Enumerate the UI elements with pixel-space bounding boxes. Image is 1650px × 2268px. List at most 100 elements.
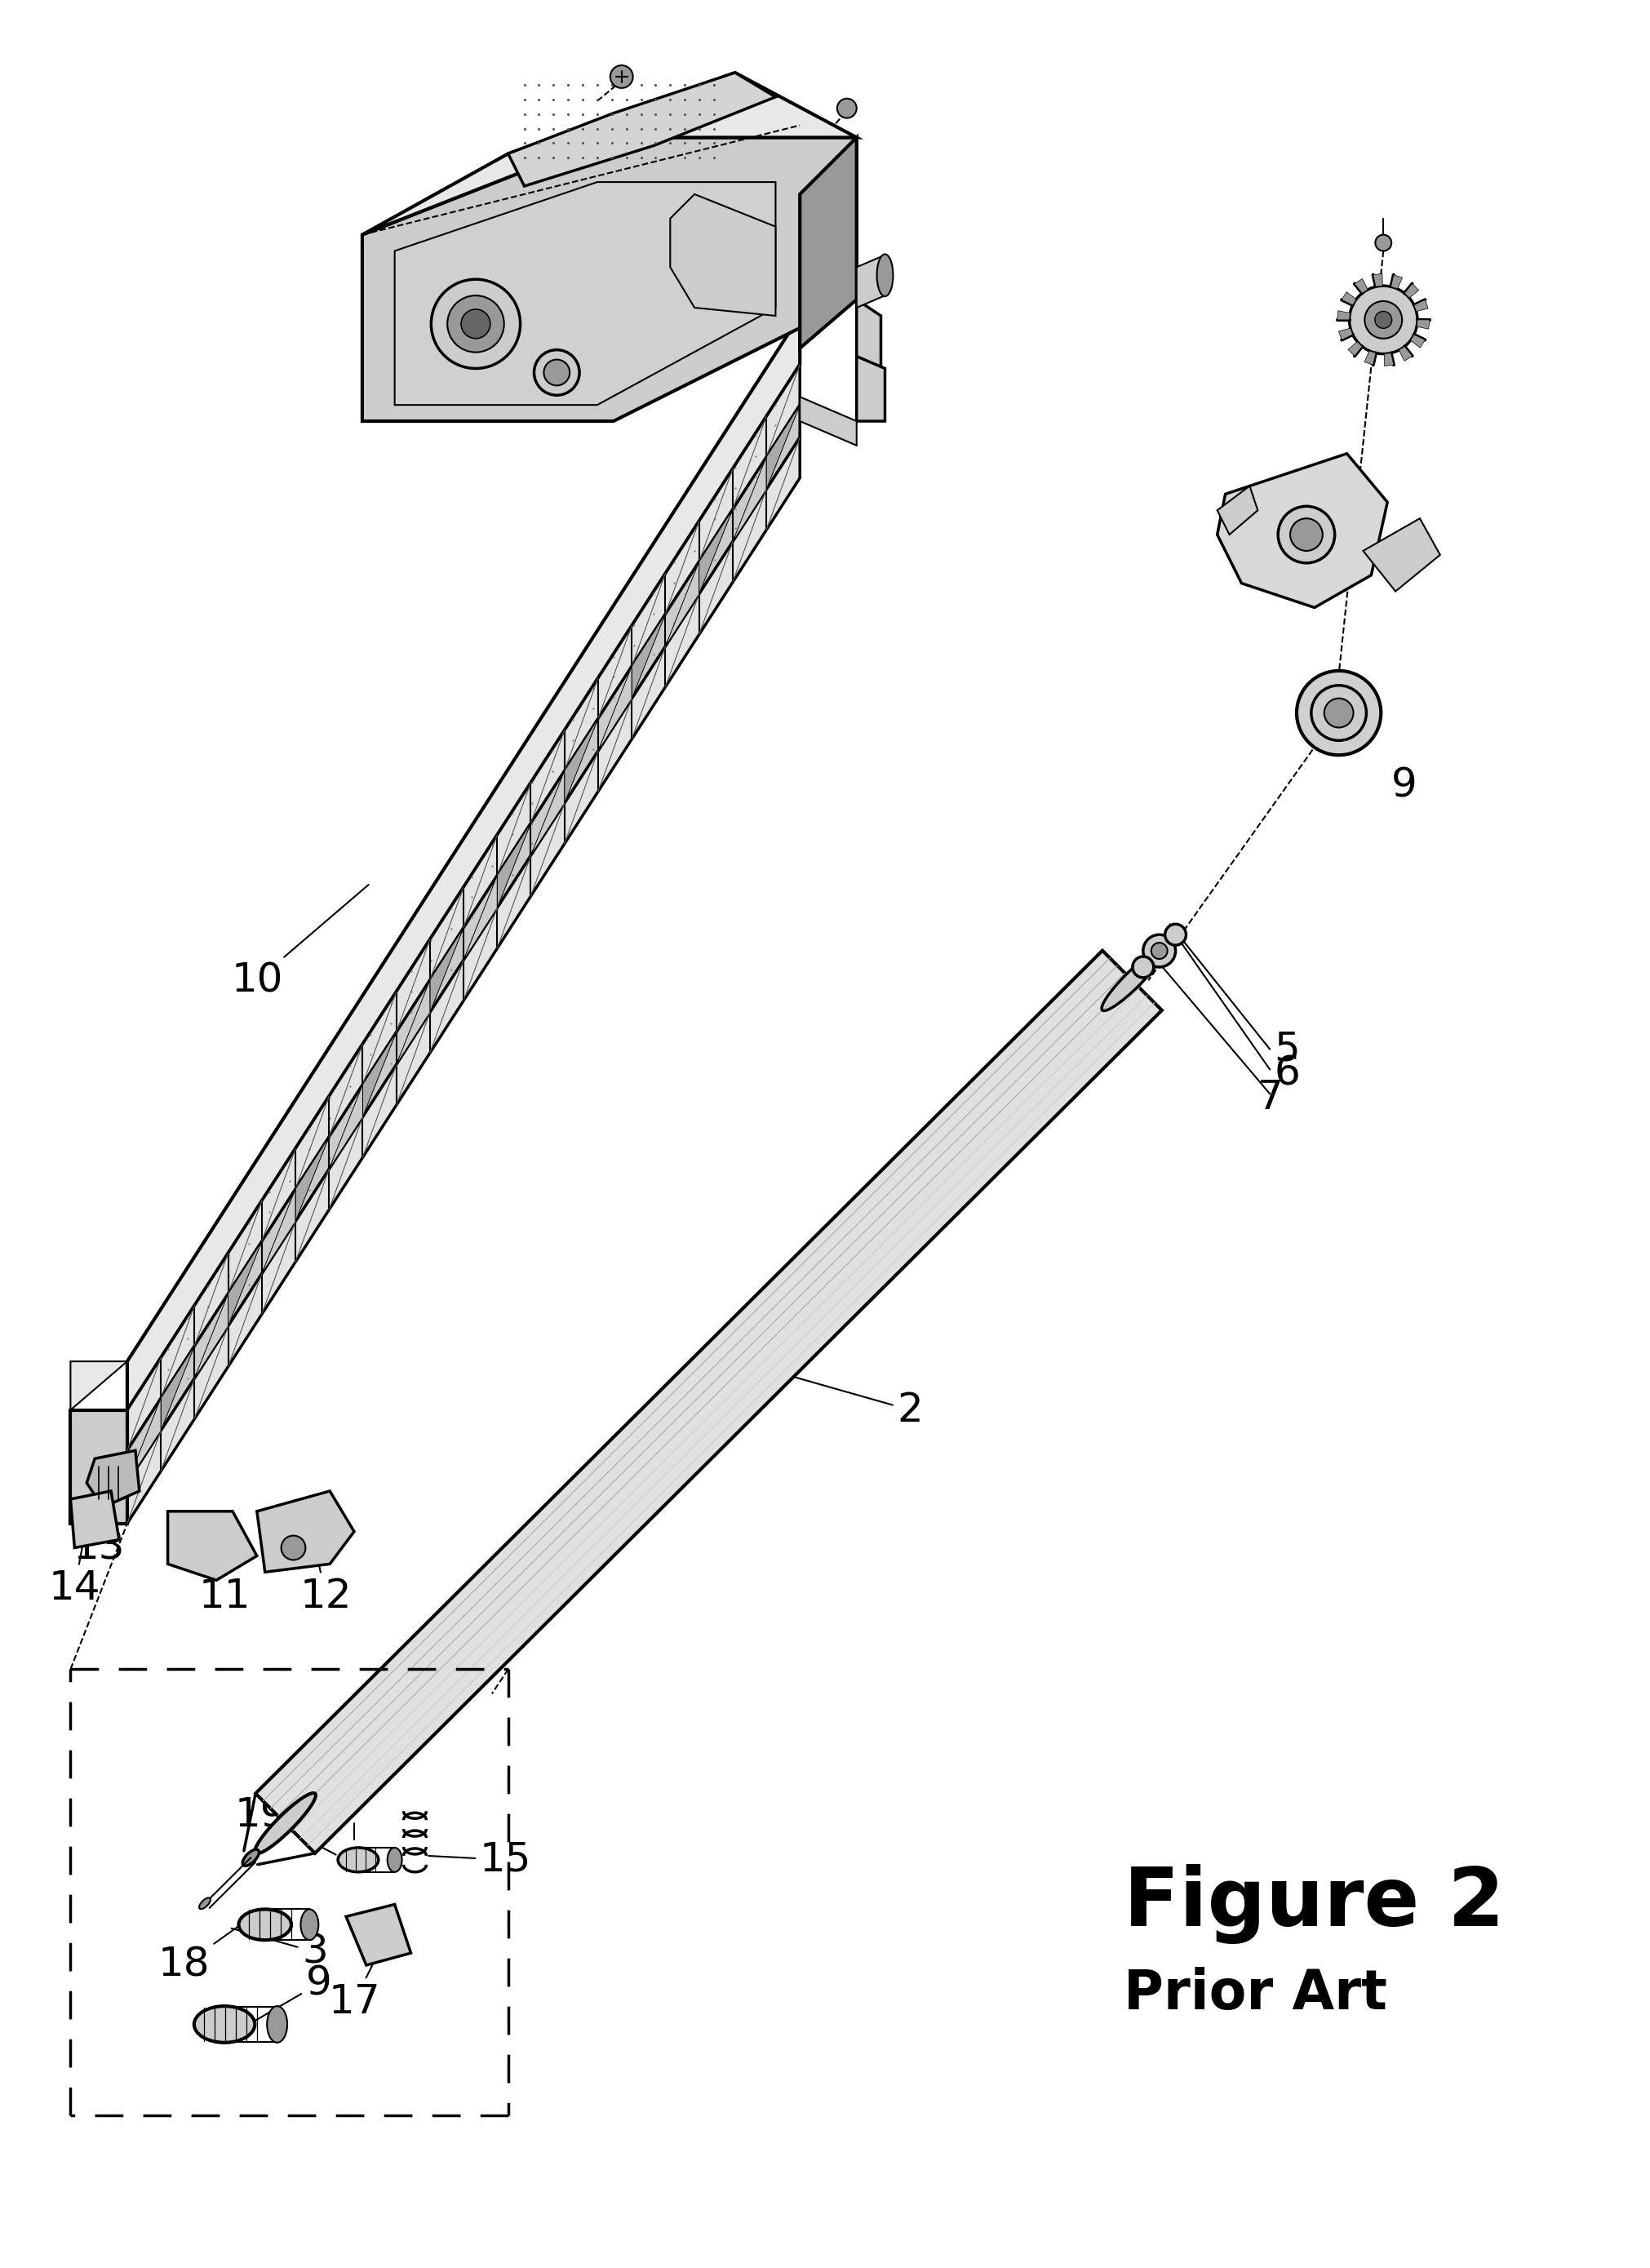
Polygon shape: [856, 356, 884, 422]
Circle shape: [447, 295, 503, 352]
Polygon shape: [508, 73, 775, 186]
Polygon shape: [531, 771, 564, 855]
Text: 11: 11: [198, 1547, 251, 1617]
Circle shape: [837, 98, 856, 118]
Circle shape: [1365, 302, 1402, 338]
Ellipse shape: [338, 1848, 378, 1871]
Text: 6: 6: [1274, 1055, 1300, 1093]
Circle shape: [1374, 311, 1393, 329]
Text: Figure 2: Figure 2: [1124, 1864, 1505, 1944]
Polygon shape: [1355, 279, 1368, 293]
Ellipse shape: [195, 2007, 254, 2043]
Polygon shape: [295, 1136, 328, 1222]
Text: 3: 3: [231, 1928, 328, 1971]
Polygon shape: [1373, 274, 1383, 286]
Polygon shape: [1336, 311, 1350, 320]
Text: 12: 12: [300, 1542, 351, 1617]
Polygon shape: [195, 1293, 228, 1379]
Polygon shape: [1414, 299, 1429, 311]
Polygon shape: [228, 1241, 262, 1327]
Polygon shape: [597, 667, 632, 751]
Polygon shape: [856, 254, 884, 308]
Ellipse shape: [254, 1794, 315, 1853]
Ellipse shape: [1102, 950, 1163, 1012]
Polygon shape: [168, 1510, 257, 1581]
Polygon shape: [257, 1490, 355, 1572]
Polygon shape: [1411, 336, 1426, 347]
Polygon shape: [363, 1032, 396, 1116]
Circle shape: [1165, 923, 1186, 946]
Polygon shape: [363, 73, 856, 234]
Text: 10: 10: [231, 885, 368, 1000]
Polygon shape: [363, 138, 856, 422]
Circle shape: [1290, 519, 1323, 551]
Polygon shape: [394, 181, 775, 406]
Polygon shape: [71, 1411, 127, 1524]
Polygon shape: [1363, 519, 1440, 592]
Polygon shape: [1218, 454, 1388, 608]
Circle shape: [544, 361, 569, 386]
Polygon shape: [1365, 352, 1376, 365]
Text: 7: 7: [1257, 1077, 1284, 1118]
Ellipse shape: [267, 2007, 287, 2043]
Polygon shape: [1218, 485, 1257, 535]
Polygon shape: [127, 365, 800, 1452]
Polygon shape: [665, 562, 700, 646]
Circle shape: [1325, 699, 1353, 728]
Text: 14: 14: [48, 1526, 101, 1608]
Circle shape: [280, 1535, 305, 1560]
Circle shape: [1152, 943, 1168, 959]
Text: 9: 9: [1391, 767, 1417, 805]
Text: 5: 5: [1274, 1030, 1300, 1068]
Circle shape: [1132, 957, 1153, 978]
Circle shape: [1312, 685, 1366, 739]
Polygon shape: [127, 315, 800, 1411]
Polygon shape: [766, 406, 800, 490]
Text: Prior Art: Prior Art: [1124, 1966, 1388, 2021]
Polygon shape: [1341, 293, 1356, 306]
Text: 15: 15: [429, 1839, 531, 1880]
Polygon shape: [87, 1452, 139, 1508]
Circle shape: [1350, 286, 1417, 354]
Polygon shape: [1404, 284, 1419, 297]
Polygon shape: [431, 928, 464, 1012]
Polygon shape: [1338, 329, 1353, 340]
Text: 19: 19: [234, 1796, 337, 1855]
Polygon shape: [800, 397, 856, 445]
Polygon shape: [1391, 274, 1402, 288]
Circle shape: [1143, 934, 1175, 966]
Circle shape: [431, 279, 520, 367]
Polygon shape: [396, 980, 431, 1064]
Polygon shape: [71, 1490, 119, 1547]
Polygon shape: [160, 1345, 195, 1431]
Polygon shape: [346, 1905, 411, 1964]
Polygon shape: [1417, 320, 1429, 329]
Circle shape: [1374, 234, 1391, 252]
Polygon shape: [1348, 342, 1363, 356]
Polygon shape: [262, 1188, 295, 1275]
Text: 9: 9: [251, 1964, 332, 2023]
Polygon shape: [670, 195, 775, 315]
Circle shape: [1279, 506, 1335, 562]
Circle shape: [460, 308, 490, 338]
Polygon shape: [733, 458, 766, 542]
Polygon shape: [632, 615, 665, 699]
Circle shape: [610, 66, 634, 88]
Polygon shape: [256, 950, 1162, 1853]
Circle shape: [535, 349, 579, 395]
Ellipse shape: [300, 1910, 318, 1939]
Polygon shape: [328, 1084, 363, 1170]
Polygon shape: [1399, 347, 1412, 361]
Polygon shape: [127, 406, 800, 1483]
Polygon shape: [464, 875, 497, 959]
Polygon shape: [71, 1361, 127, 1411]
Polygon shape: [700, 510, 733, 594]
Circle shape: [1297, 671, 1381, 755]
Text: 13: 13: [73, 1486, 125, 1567]
Text: 17: 17: [328, 1946, 381, 2021]
Polygon shape: [564, 719, 597, 803]
Polygon shape: [1384, 354, 1394, 365]
Ellipse shape: [876, 254, 893, 297]
Polygon shape: [127, 438, 800, 1524]
Polygon shape: [127, 1399, 160, 1483]
